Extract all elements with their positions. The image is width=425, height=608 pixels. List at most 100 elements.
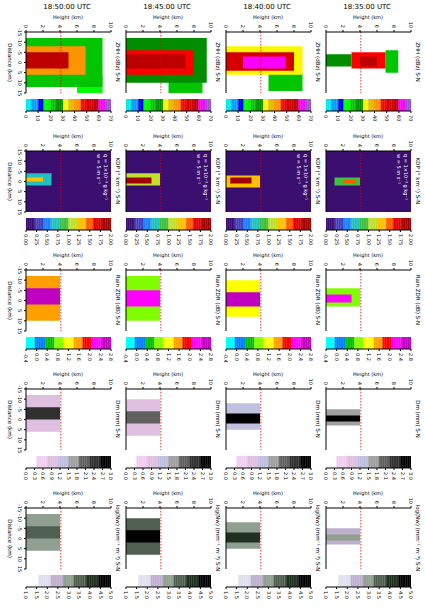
- svg-text:2: 2: [240, 25, 246, 28]
- svg-text:4.0: 4.0: [187, 591, 193, 599]
- svg-text:4.0: 4.0: [87, 591, 93, 599]
- svg-text:2.00: 2.00: [208, 234, 214, 245]
- svg-text:2.4: 2.4: [198, 353, 204, 361]
- svg-text:2.00: 2.00: [408, 234, 414, 245]
- svg-text:4: 4: [357, 501, 363, 504]
- svg-text:1.00: 1.00: [66, 234, 72, 245]
- svg-text:10: 10: [17, 199, 23, 205]
- svg-text:4: 4: [57, 25, 63, 28]
- svg-text:15: 15: [17, 566, 23, 572]
- svg-text:10: 10: [308, 379, 314, 385]
- svg-text:0.6: 0.6: [40, 472, 46, 480]
- svg-text:0: 0: [23, 382, 29, 385]
- svg-text:0.75: 0.75: [355, 234, 361, 245]
- svg-text:0.8: 0.8: [55, 353, 61, 361]
- svg-text:10: 10: [108, 22, 114, 28]
- svg-text:30: 30: [60, 115, 66, 121]
- svg-text:0.3: 0.3: [332, 472, 338, 480]
- svg-text:6: 6: [374, 25, 380, 28]
- svg-text:0.3: 0.3: [32, 472, 38, 480]
- svg-text:0: 0: [23, 263, 29, 266]
- svg-text:2: 2: [240, 382, 246, 385]
- svg-text:6: 6: [274, 25, 280, 28]
- svg-text:10: 10: [108, 260, 114, 266]
- svg-text:8: 8: [391, 144, 397, 147]
- svg-text:0.50: 0.50: [344, 234, 350, 245]
- svg-text:0.9: 0.9: [349, 472, 355, 480]
- svg-text:70: 70: [408, 115, 414, 121]
- svg-text:0: 0: [123, 144, 129, 147]
- svg-text:3.5: 3.5: [176, 591, 182, 599]
- svg-text:6: 6: [74, 144, 80, 147]
- svg-text:-0.4: -0.4: [23, 353, 29, 363]
- svg-text:0.3: 0.3: [132, 472, 138, 480]
- svg-text:4: 4: [157, 382, 163, 385]
- svg-text:0: 0: [17, 61, 23, 64]
- svg-text:4: 4: [57, 501, 63, 504]
- svg-text:2.4: 2.4: [191, 472, 197, 480]
- svg-text:1.6: 1.6: [76, 353, 82, 361]
- svg-text:-5: -5: [17, 169, 23, 174]
- svg-text:0: 0: [23, 144, 29, 147]
- svg-text:1.25: 1.25: [276, 234, 282, 245]
- svg-text:8: 8: [191, 501, 197, 504]
- svg-text:6: 6: [274, 263, 280, 266]
- svg-text:2: 2: [340, 25, 346, 28]
- svg-text:1.25: 1.25: [376, 234, 382, 245]
- svg-text:2.7: 2.7: [300, 472, 306, 480]
- svg-text:6: 6: [174, 144, 180, 147]
- svg-text:10: 10: [17, 80, 23, 86]
- svg-text:60: 60: [196, 115, 202, 121]
- svg-text:6: 6: [374, 263, 380, 266]
- svg-text:1.2: 1.2: [266, 353, 272, 361]
- svg-text:50: 50: [184, 115, 190, 121]
- svg-text:-15: -15: [17, 147, 23, 155]
- svg-text:2.00: 2.00: [308, 234, 314, 245]
- svg-text:4: 4: [257, 144, 263, 147]
- svg-text:2.5: 2.5: [55, 591, 61, 599]
- svg-text:0: 0: [323, 115, 329, 118]
- svg-text:2: 2: [140, 382, 146, 385]
- svg-text:4: 4: [157, 501, 163, 504]
- svg-text:40: 40: [372, 115, 378, 121]
- svg-text:10: 10: [208, 22, 214, 28]
- svg-text:8: 8: [291, 501, 297, 504]
- svg-text:4: 4: [257, 501, 263, 504]
- svg-text:5.0: 5.0: [308, 591, 314, 599]
- svg-text:8: 8: [291, 382, 297, 385]
- svg-text:0.6: 0.6: [240, 472, 246, 480]
- svg-text:3.5: 3.5: [76, 591, 82, 599]
- svg-text:10: 10: [235, 115, 241, 121]
- svg-text:1.0: 1.0: [23, 591, 29, 599]
- svg-text:30: 30: [160, 115, 166, 121]
- svg-text:1.6: 1.6: [176, 353, 182, 361]
- svg-text:-5: -5: [17, 288, 23, 293]
- svg-text:50: 50: [384, 115, 390, 121]
- svg-text:2.8: 2.8: [108, 353, 114, 361]
- svg-text:2.8: 2.8: [408, 353, 414, 361]
- svg-text:10: 10: [208, 498, 214, 504]
- svg-text:6: 6: [74, 25, 80, 28]
- svg-text:2.0: 2.0: [344, 591, 350, 599]
- svg-text:15: 15: [17, 209, 23, 215]
- svg-text:1.50: 1.50: [187, 234, 193, 245]
- svg-text:20: 20: [348, 115, 354, 121]
- svg-text:2: 2: [140, 144, 146, 147]
- svg-text:40: 40: [72, 115, 78, 121]
- svg-text:1.75: 1.75: [398, 234, 404, 245]
- svg-text:10: 10: [308, 260, 314, 266]
- svg-text:6: 6: [274, 144, 280, 147]
- svg-text:1.50: 1.50: [87, 234, 93, 245]
- svg-text:2: 2: [140, 501, 146, 504]
- svg-text:2.0: 2.0: [44, 591, 50, 599]
- svg-text:4.5: 4.5: [198, 591, 204, 599]
- svg-text:1.0: 1.0: [123, 591, 129, 599]
- svg-text:8: 8: [191, 25, 197, 28]
- svg-text:4.5: 4.5: [398, 591, 404, 599]
- svg-text:0.50: 0.50: [244, 234, 250, 245]
- svg-text:30: 30: [360, 115, 366, 121]
- svg-text:1.8: 1.8: [74, 472, 80, 480]
- svg-text:8: 8: [291, 144, 297, 147]
- svg-text:4: 4: [57, 263, 63, 266]
- svg-text:10: 10: [408, 379, 414, 385]
